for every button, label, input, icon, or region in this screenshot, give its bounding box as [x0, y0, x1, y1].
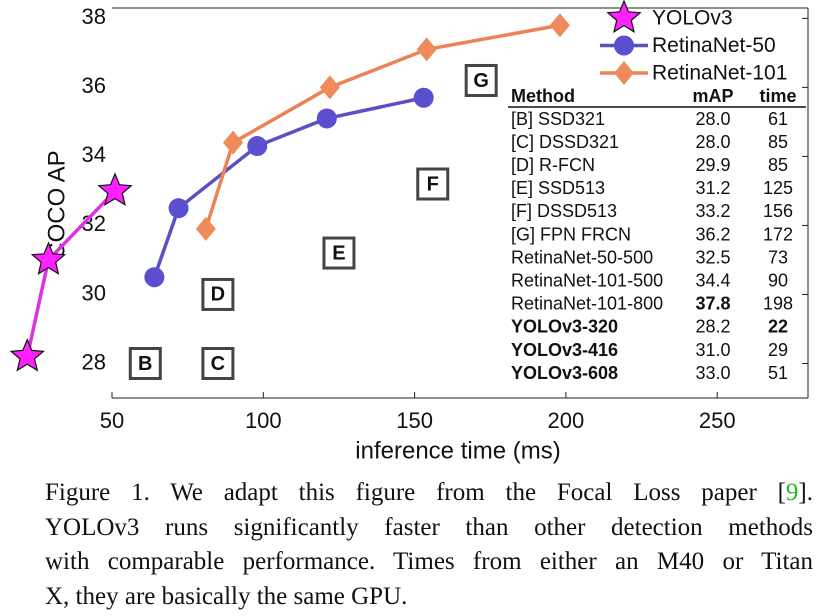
point-box — [128, 346, 162, 380]
caption-text: X, they are basically the same GPU. — [45, 582, 408, 610]
point-label: B — [138, 353, 152, 375]
table-cell: 29.9 — [695, 155, 730, 175]
point-label: E — [332, 242, 345, 264]
x-tick-label: 150 — [396, 408, 433, 433]
y-tick-label: 38 — [82, 4, 106, 29]
legend-label: RetinaNet-50 — [652, 34, 776, 57]
data-point — [316, 108, 337, 129]
table-cell: 28.0 — [695, 109, 730, 129]
data-point — [247, 136, 268, 157]
table-cell: 172 — [763, 224, 793, 244]
table-cell: [B] SSD321 — [511, 109, 605, 129]
table-cell: 37.8 — [695, 294, 730, 314]
table-cell: 61 — [768, 109, 788, 129]
table-cell: [C] DSSD321 — [511, 132, 619, 152]
point-box — [322, 236, 356, 270]
series-line — [204, 23, 561, 230]
legend-marker — [614, 61, 634, 85]
point-label: G — [473, 70, 489, 92]
legend-marker — [606, 0, 642, 34]
table-cell: 125 — [763, 178, 793, 198]
table-header: Method — [511, 86, 575, 106]
table-cell: 32.5 — [695, 247, 730, 267]
table-cell: 156 — [763, 201, 793, 221]
table-cell: RetinaNet-50-500 — [511, 247, 653, 267]
data-point — [30, 241, 67, 275]
table-cell: 28.0 — [695, 132, 730, 152]
x-tick-label: 50 — [100, 408, 124, 433]
legend-label: YOLOv3 — [652, 7, 733, 30]
data-point — [223, 130, 244, 155]
table-cell: 85 — [768, 155, 788, 175]
point-label: C — [211, 353, 225, 375]
data-point — [549, 13, 570, 38]
table-cell: [G] FPN FRCN — [511, 224, 631, 244]
table-header: time — [759, 86, 796, 106]
y-tick-label: 28 — [82, 349, 106, 374]
table-cell: 90 — [768, 270, 788, 290]
caption-line: YOLOv3 runs significantly faster than ot… — [45, 513, 813, 543]
x-tick-label: 250 — [699, 408, 736, 433]
caption-line: X, they are basically the same GPU. — [45, 582, 813, 612]
table-header: mAP — [692, 86, 733, 106]
table-cell: [D] R-FCN — [511, 155, 595, 175]
caption-text: ]. — [798, 479, 813, 506]
point-box — [464, 63, 498, 97]
table-cell: 31.2 — [695, 178, 730, 198]
table-cell: 36.2 — [695, 224, 730, 244]
legend-label: RetinaNet-101 — [652, 62, 787, 85]
table-cell: YOLOv3-608 — [511, 363, 618, 383]
caption-line: Figure 1. We adapt this figure from the … — [45, 478, 813, 508]
y-tick-label: 34 — [82, 142, 106, 167]
data-point — [195, 216, 216, 241]
caption-text: YOLOv3 runs significantly faster than ot… — [45, 513, 813, 541]
point-box — [416, 167, 450, 201]
table-cell: 29 — [768, 340, 788, 360]
table-cell: RetinaNet-101-500 — [511, 270, 663, 290]
table-cell: YOLOv3-416 — [511, 340, 618, 360]
table-cell: 51 — [768, 363, 788, 383]
x-tick-label: 100 — [245, 408, 282, 433]
data-point — [168, 198, 189, 219]
table-cell: 22 — [768, 317, 788, 337]
table-cell: 198 — [763, 294, 793, 314]
table-cell: YOLOv3-320 — [511, 317, 618, 337]
table-cell: 31.0 — [695, 340, 730, 360]
table-cell: 73 — [768, 247, 788, 267]
y-tick-label: 36 — [82, 73, 106, 98]
series-line — [152, 96, 425, 278]
caption-text: with comparable performance. Times from … — [45, 548, 813, 575]
table-cell: 33.2 — [695, 201, 730, 221]
table-cell: 85 — [768, 132, 788, 152]
chart: inference time (ms) COCO AP 50 100 150 200 2… — [9, 0, 809, 464]
citation: 9 — [785, 479, 799, 506]
caption-text: Figure 1. We adapt this figure from the … — [45, 479, 786, 506]
table-cell: RetinaNet-101-800 — [511, 294, 663, 314]
table-cell: 28.2 — [695, 317, 730, 337]
y-tick-label: 30 — [82, 280, 106, 305]
data-point — [97, 172, 133, 206]
data-point — [319, 75, 340, 100]
table-cell: [F] DSSD513 — [511, 201, 617, 221]
x-tick-label: 200 — [548, 408, 585, 433]
table-cell: 33.0 — [695, 363, 730, 383]
data-point — [416, 37, 437, 62]
point-label: F — [427, 173, 439, 195]
table-cell: [E] SSD513 — [511, 178, 605, 198]
table-cell: 34.4 — [695, 270, 730, 290]
x-axis-label: inference time (ms) — [355, 437, 560, 464]
data-point — [9, 338, 45, 372]
legend-marker — [614, 35, 634, 56]
caption-line: with comparable performance. Times from … — [45, 547, 813, 577]
point-box — [201, 277, 235, 311]
data-point — [413, 87, 434, 108]
point-label: D — [211, 284, 225, 306]
data-point — [144, 267, 165, 288]
point-box — [201, 346, 235, 380]
